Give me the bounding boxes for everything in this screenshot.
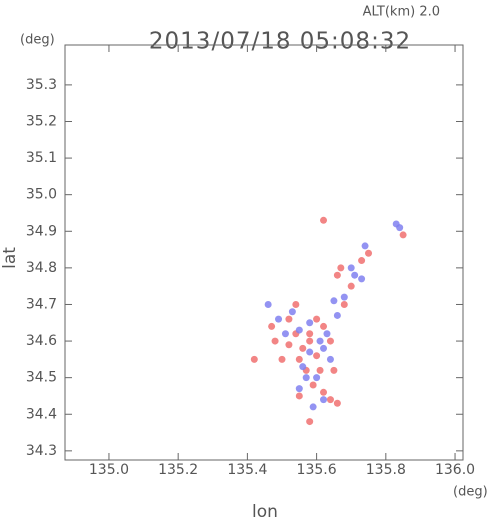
echo-point — [320, 216, 328, 224]
x-unit: (deg) — [453, 485, 488, 500]
y-tick-label: 35.0 — [26, 187, 57, 203]
echo-point — [347, 282, 355, 290]
echo-point — [326, 355, 334, 363]
echo-point — [313, 352, 321, 360]
echo-point — [337, 264, 345, 272]
echo-point — [340, 300, 348, 308]
echo-point — [333, 399, 341, 407]
y-axis-label: lat — [0, 247, 20, 269]
echo-point — [340, 293, 348, 301]
echo-point — [306, 418, 314, 426]
y-tick-label: 34.4 — [26, 406, 57, 422]
echo-point — [309, 381, 317, 389]
echo-point — [302, 374, 310, 382]
echo-point — [316, 366, 324, 374]
y-tick-label: 35.2 — [26, 113, 57, 129]
echo-point — [306, 337, 314, 345]
echo-point — [306, 319, 314, 327]
echo-point — [281, 330, 289, 338]
echo-point — [326, 337, 334, 345]
echo-point — [299, 344, 307, 352]
echo-point — [299, 363, 307, 371]
y-tick-label: 34.7 — [26, 296, 57, 312]
x-tick-label: 135.6 — [297, 462, 337, 478]
echo-point — [365, 249, 373, 257]
echo-point — [295, 385, 303, 393]
x-axis-label: lon — [252, 502, 278, 521]
y-tick-label: 34.3 — [26, 443, 57, 459]
echo-point — [306, 330, 314, 338]
echo-point — [295, 326, 303, 334]
echo-point — [309, 403, 317, 411]
echo-point — [326, 396, 334, 404]
echo-point — [313, 374, 321, 382]
y-tick-label: 34.5 — [26, 370, 57, 386]
echo-point — [271, 337, 279, 345]
echo-point — [399, 231, 407, 239]
plot-frame — [64, 44, 464, 461]
echo-point — [323, 330, 331, 338]
x-tick-label: 135.2 — [158, 462, 198, 478]
echo-point — [358, 275, 366, 283]
y-tick-label: 34.6 — [26, 333, 57, 349]
echo-point — [250, 355, 258, 363]
x-tick-label: 135.8 — [366, 462, 406, 478]
echo-point — [295, 355, 303, 363]
y-tick-label: 35.1 — [26, 150, 57, 166]
echo-point — [320, 396, 328, 404]
x-tick-label: 136.0 — [435, 462, 475, 478]
echo-point — [333, 271, 341, 279]
echo-point — [320, 344, 328, 352]
echo-point — [320, 388, 328, 396]
echo-point — [320, 322, 328, 330]
echo-point — [285, 341, 293, 349]
echo-point — [306, 348, 314, 356]
echo-point — [268, 322, 276, 330]
echo-point — [330, 297, 338, 305]
echo-point — [313, 315, 321, 323]
x-tick-label: 135.4 — [227, 462, 267, 478]
x-tick-label: 135.0 — [89, 462, 129, 478]
echo-point — [278, 355, 286, 363]
echo-point — [285, 315, 293, 323]
echo-point — [392, 220, 400, 228]
y-tick-label: 34.9 — [26, 223, 57, 239]
y-unit: (deg) — [20, 33, 55, 48]
y-tick-label: 35.3 — [26, 77, 57, 93]
echo-point — [316, 337, 324, 345]
echo-point — [351, 271, 359, 279]
echo-point — [358, 257, 366, 265]
echo-point — [330, 366, 338, 374]
echo-point — [264, 300, 272, 308]
chart-title: 2013/07/18 05:08:32 — [149, 29, 411, 55]
echo-point — [333, 311, 341, 319]
y-tick-label: 34.8 — [26, 260, 57, 276]
altitude-label: ALT(km) 2.0 — [363, 5, 440, 20]
echo-point — [275, 315, 283, 323]
echo-point — [295, 392, 303, 400]
echo-point — [361, 242, 369, 250]
echo-point — [292, 300, 300, 308]
echo-point — [288, 308, 296, 316]
echo-point — [347, 264, 355, 272]
